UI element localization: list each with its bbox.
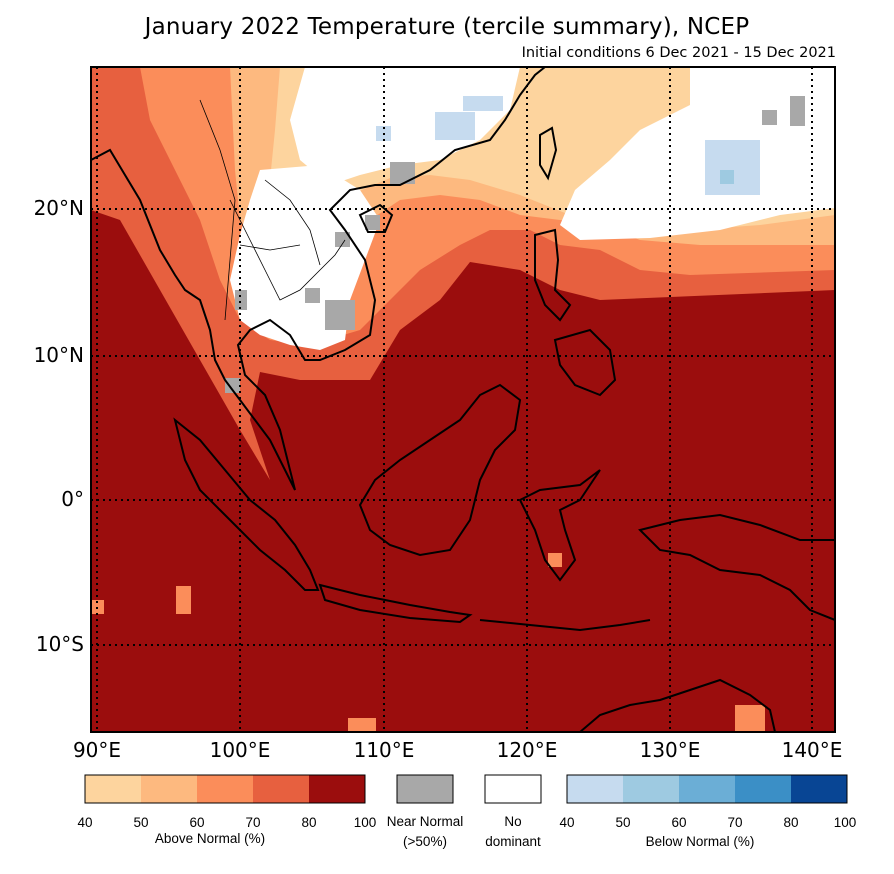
sumatra-coastline <box>173 417 320 591</box>
philippines-mindanao-coastline <box>553 328 617 397</box>
region-no-dominant-china <box>290 67 520 185</box>
legend-near-normal-label: Near Normal <box>386 814 464 829</box>
legend-below-tick: 50 <box>615 815 631 830</box>
legend-swatch <box>623 775 679 803</box>
tercile-field <box>91 67 835 732</box>
legend-swatch <box>253 775 309 803</box>
legend-no-dominant-label: No <box>504 814 522 829</box>
legend-below-tick: 80 <box>783 815 799 830</box>
map-frame <box>90 66 836 733</box>
legend-near-normal-sublabel: (>50%) <box>403 834 447 849</box>
sulawesi-coastline <box>518 469 601 582</box>
legend-below-tick: 70 <box>727 815 743 830</box>
legend-bar-frame <box>566 774 848 804</box>
taiwan-coastline <box>539 126 558 181</box>
australia-north-coastline <box>579 678 776 732</box>
philippines-luzon-coastline <box>534 228 572 322</box>
lon-label-100e: 100°E <box>209 738 271 762</box>
legend-swatch <box>85 775 141 803</box>
near-normal-cell <box>335 232 350 247</box>
near-normal-cell <box>390 162 415 184</box>
legend-no-dominant-swatch <box>484 774 542 804</box>
legend-near-normal-swatch <box>396 774 454 804</box>
lat-label-20n: 20°N <box>33 196 84 220</box>
indochina-borders <box>229 179 346 301</box>
legend-above-tick: 100 <box>353 815 377 830</box>
asia-coastline <box>91 67 546 491</box>
legend-swatch <box>735 775 791 803</box>
legend-below-tick: 100 <box>833 815 857 830</box>
near-normal-cell <box>225 378 240 393</box>
legend-below-tick: 60 <box>671 815 687 830</box>
gridlines <box>91 67 835 732</box>
new-guinea-coastline <box>638 513 835 622</box>
hainan-coastline <box>358 203 394 233</box>
legend-swatch <box>197 775 253 803</box>
lesser-sunda-coastline <box>479 619 651 632</box>
near-normal-cell <box>235 290 247 310</box>
above-50-cell <box>735 705 765 732</box>
legend-swatch <box>679 775 735 803</box>
myanmar-border <box>199 99 236 321</box>
near-normal-cell <box>790 96 805 126</box>
near-normal-cell <box>365 215 380 230</box>
legend-swatch <box>567 775 623 803</box>
below-normal-cell <box>435 112 475 140</box>
map-subtitle: Initial conditions 6 Dec 2021 - 15 Dec 2… <box>521 45 836 61</box>
legend-above-normal <box>84 774 366 804</box>
below-normal-cell <box>463 96 503 111</box>
map-title: January 2022 Temperature (tercile summar… <box>144 14 750 40</box>
above-50-cell <box>176 586 191 614</box>
lon-label-110e: 110°E <box>353 738 415 762</box>
legend-swatch <box>141 775 197 803</box>
near-normal-cell <box>325 300 355 330</box>
country-borders <box>199 99 346 321</box>
legend-below-normal <box>566 774 848 804</box>
lat-label-10s: 10°S <box>35 632 84 656</box>
legend-swatch <box>791 775 847 803</box>
legend-no-dominant-sublabel: dominant <box>485 834 541 849</box>
lon-label-130e: 130°E <box>639 738 701 762</box>
coastlines <box>91 67 835 732</box>
lat-label-0: 0° <box>61 487 84 511</box>
above-50-cell <box>548 553 562 567</box>
above-50-cell <box>348 718 376 732</box>
near-normal-cell <box>762 110 777 125</box>
lon-label-90e: 90°E <box>72 738 122 762</box>
lat-label-10n: 10°N <box>33 343 84 367</box>
legend-above-tick: 60 <box>189 815 205 830</box>
lon-label-120e: 120°E <box>496 738 558 762</box>
below-normal-cell <box>720 170 734 184</box>
borneo-coastline <box>358 383 522 557</box>
legend-above-tick: 70 <box>245 815 261 830</box>
legend-above-tick: 50 <box>133 815 149 830</box>
below-normal-cell <box>735 140 750 155</box>
below-normal-cell <box>705 140 760 195</box>
lon-label-140e: 140°E <box>781 738 843 762</box>
legend-below-tick: 40 <box>559 815 575 830</box>
legend-above-label: Above Normal (%) <box>154 831 266 846</box>
near-normal-cell <box>305 288 320 303</box>
legend-above-tick: 40 <box>77 815 93 830</box>
legend-below-label: Below Normal (%) <box>645 834 755 849</box>
java-coastline <box>318 583 473 624</box>
legend-bar-frame <box>84 774 366 804</box>
legend-above-tick: 80 <box>301 815 317 830</box>
legend-swatch <box>309 775 365 803</box>
